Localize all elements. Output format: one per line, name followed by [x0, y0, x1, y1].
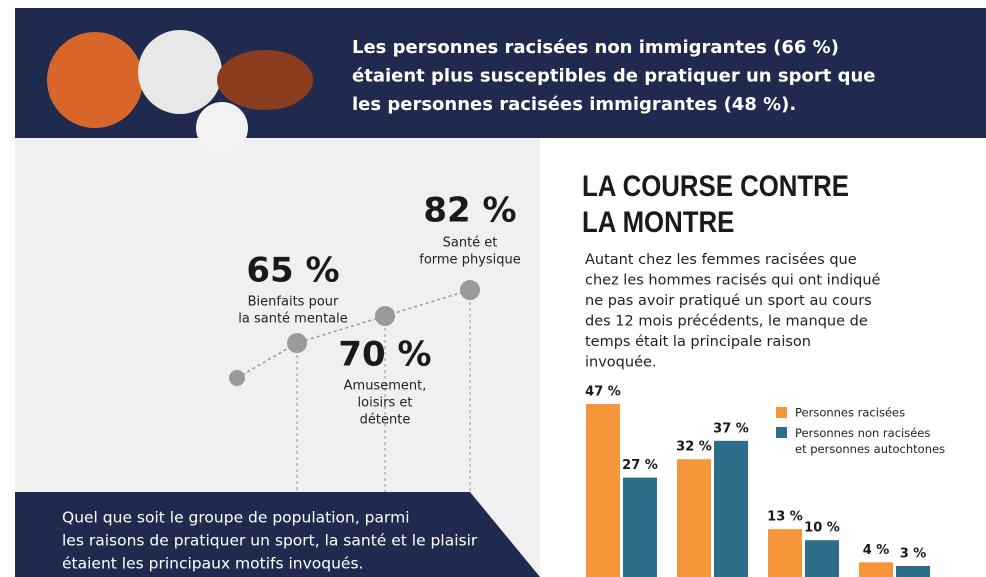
value-label: 10 % [804, 521, 840, 536]
dot [229, 370, 245, 386]
dot [460, 280, 480, 300]
dot [287, 333, 307, 353]
reason-value: 65 % [246, 251, 339, 291]
reason-label: Bienfaits pour [248, 295, 339, 310]
bar [896, 565, 930, 577]
legend-label: Personnes racisées [795, 406, 905, 420]
reason-path [229, 280, 480, 492]
section-paragraph: ne pas avoir pratiqué un sport au cours [585, 293, 872, 309]
legend-swatch [776, 427, 787, 438]
bar [677, 459, 711, 577]
footer-text: les raisons de pratiquer un sport, la sa… [62, 532, 478, 550]
reason-value: 70 % [338, 335, 431, 375]
footer-band [15, 492, 540, 577]
reason-label: Amusement, [344, 379, 427, 394]
value-label: 47 % [585, 385, 621, 400]
reason-label: forme physique [419, 253, 521, 268]
value-label: 3 % [900, 546, 927, 561]
reason-label: la santé mentale [238, 312, 348, 327]
value-label: 32 % [676, 440, 712, 455]
value-label: 13 % [767, 510, 803, 525]
dotted-line [236, 289, 471, 379]
footer-text: étaient les principaux motifs invoqués. [62, 555, 363, 573]
legend-line: Personnes non racisées [795, 426, 934, 440]
header-text: Les personnes racisées non immigrantes (… [352, 37, 839, 58]
section-paragraph: des 12 mois précédents, le manque de [585, 314, 868, 330]
section-title: LA MONTRE [582, 205, 734, 238]
reason-label: loisirs et [358, 396, 413, 411]
legend-label: Personnes non racisées et personnes auto… [795, 426, 945, 456]
reason-label: Santé et [443, 236, 498, 251]
header-text: étaient plus susceptibles de pratiquer u… [352, 66, 876, 87]
section-title: LA COURSE CONTRE [582, 169, 849, 202]
reason-value: 82 % [423, 191, 516, 231]
bar [623, 477, 657, 577]
ball-icon [196, 102, 248, 154]
dot [375, 306, 395, 326]
section-paragraph: temps était la principale raison [585, 334, 811, 350]
value-label: 37 % [713, 421, 749, 436]
reason-label: détente [360, 413, 411, 428]
section-paragraph: chez les hommes racisés qui ont indiqué [585, 273, 881, 289]
bar [586, 404, 620, 577]
section-paragraph: invoquée. [585, 355, 657, 371]
ball-icon [138, 30, 222, 114]
footer-text: Quel que soit le groupe de population, p… [62, 509, 410, 527]
bar [805, 540, 839, 577]
ball-icon [217, 50, 313, 110]
section-paragraph: Autant chez les femmes racisées que [585, 252, 857, 268]
bar [714, 440, 748, 577]
legend-line: et personnes autochtones [795, 442, 945, 456]
legend-swatch [776, 407, 787, 418]
header-text: les personnes racisées immigrantes (48 %… [352, 94, 796, 115]
value-label: 4 % [863, 543, 890, 558]
value-label: 27 % [622, 458, 658, 473]
bar [768, 529, 802, 577]
bar [859, 562, 893, 577]
ball-icon [47, 32, 143, 128]
